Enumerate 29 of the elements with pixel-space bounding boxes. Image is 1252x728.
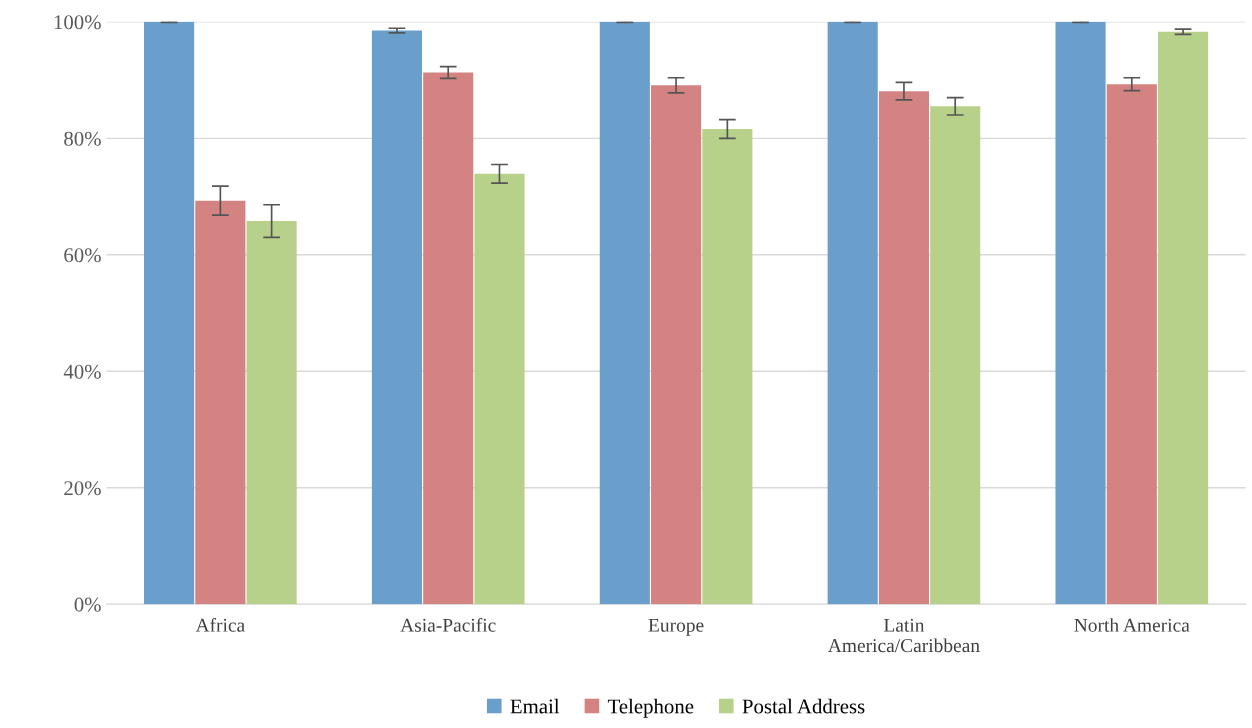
y-tick-label: 40%	[63, 364, 101, 379]
y-tick-label: 80%	[64, 131, 101, 146]
bar	[1158, 31, 1209, 605]
x-tick-label: Europe	[648, 618, 704, 636]
legend-label: Postal Address	[742, 698, 865, 714]
bar	[878, 91, 930, 605]
bar	[1106, 84, 1157, 605]
x-tick-label: Asia-Pacific	[400, 617, 496, 632]
x-tick-label: North America	[1074, 618, 1190, 632]
bar	[702, 129, 753, 605]
bar	[827, 21, 878, 605]
y-tick-label: 0%	[74, 597, 101, 612]
bar	[371, 30, 423, 605]
bar	[599, 21, 650, 605]
y-tick-label: 20%	[64, 481, 101, 496]
bar	[423, 72, 474, 605]
y-tick-label: 100%	[54, 15, 101, 30]
bar	[1055, 21, 1106, 605]
bar	[930, 106, 981, 605]
x-tick-label: Latin America/Caribbean	[828, 618, 980, 653]
y-tick-label: 60%	[64, 248, 101, 263]
bar	[195, 200, 246, 605]
legend-label: Telephone	[607, 698, 694, 718]
bar	[144, 21, 195, 605]
x-tick-label: Africa	[195, 617, 245, 632]
bar	[651, 85, 702, 605]
bar	[474, 173, 525, 605]
bar	[246, 221, 297, 605]
legend-label: Email	[510, 698, 560, 714]
